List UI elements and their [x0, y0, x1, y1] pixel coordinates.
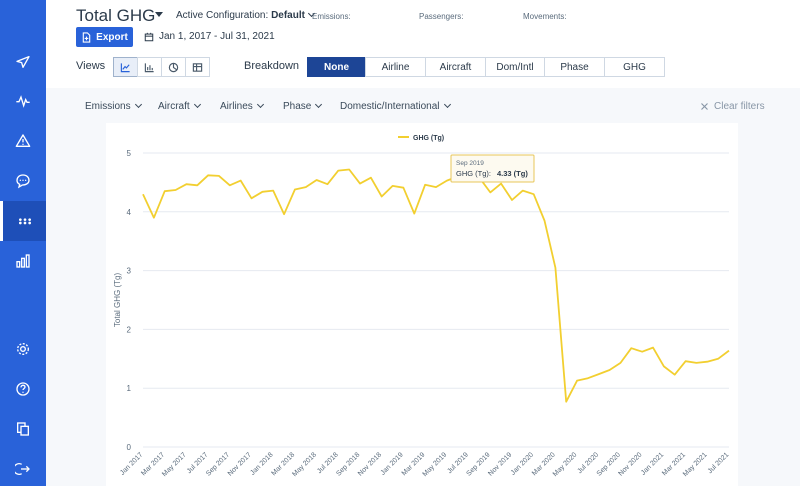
- filter-label: Emissions: [85, 101, 131, 112]
- chevron-down-icon: [315, 100, 323, 109]
- y-tick-label: 3: [127, 267, 132, 276]
- table-icon: [192, 62, 203, 72]
- date-range-picker[interactable]: Jan 1, 2017 - Jul 31, 2021: [144, 31, 275, 42]
- view-pie-button[interactable]: [161, 57, 186, 77]
- copy-icon: [17, 422, 29, 436]
- view-table-button[interactable]: [185, 57, 210, 77]
- filter-airlines[interactable]: Airlines: [220, 100, 264, 112]
- tooltip-label: GHG (Tg):: [456, 169, 491, 178]
- chevron-down-icon: [443, 100, 451, 109]
- y-axis-label: Total GHG (Tg): [113, 273, 122, 328]
- filter-label: Domestic/International: [340, 101, 440, 112]
- help-icon: [16, 382, 30, 396]
- x-tick-label: Jul 2021: [707, 451, 731, 475]
- tooltip-value: 4.33 (Tg): [497, 169, 528, 178]
- x-tick-label: May 2021: [682, 451, 709, 478]
- filter-label: Phase: [283, 101, 312, 112]
- sidebar-item-messages[interactable]: [0, 161, 46, 201]
- sidebar-item-help[interactable]: [0, 369, 46, 409]
- sidebar-item-flights[interactable]: [0, 42, 46, 82]
- export-icon: [82, 31, 91, 43]
- plane-icon: [16, 56, 30, 68]
- x-tick-label: May 2019: [422, 451, 449, 478]
- activity-icon: [16, 95, 30, 108]
- settings-icon: [17, 343, 29, 355]
- y-tick-label: 4: [127, 208, 132, 217]
- chat-icon: [16, 174, 30, 189]
- header: Total GHG Active Configuration: Default …: [46, 0, 800, 88]
- logout-icon: [15, 463, 30, 475]
- bar-chart-icon: [16, 254, 30, 268]
- legend-label: GHG (Tg): [413, 135, 444, 142]
- tooltip-box: [450, 154, 535, 183]
- filter-label: Airlines: [220, 101, 253, 112]
- view-line-button[interactable]: [113, 57, 138, 77]
- x-tick-label: May 2020: [552, 451, 579, 478]
- breakdown-airline-button[interactable]: Airline: [365, 57, 426, 77]
- x-tick-label: Nov 2020: [617, 451, 643, 477]
- breakdown-aircraft-button[interactable]: Aircraft: [425, 57, 486, 77]
- tooltip-date: Sep 2019: [456, 160, 484, 167]
- view-bar-button[interactable]: [137, 57, 162, 77]
- sidebar-item-settings[interactable]: [0, 329, 46, 369]
- config-label: Active Configuration:: [176, 10, 269, 21]
- calendar-icon: [144, 32, 154, 41]
- y-tick-label: 0: [127, 443, 132, 452]
- sidebar-item-logout[interactable]: [0, 449, 46, 486]
- line-chart-icon: [120, 62, 130, 72]
- active-configuration[interactable]: Active Configuration: Default: [176, 9, 316, 21]
- movements-label: Movements:: [523, 12, 567, 21]
- y-tick-label: 2: [127, 325, 132, 334]
- breakdown-domintl-button[interactable]: Dom/Intl: [485, 57, 545, 77]
- breakdown-toggle-group: None Airline Aircraft Dom/Intl Phase GHG: [307, 57, 665, 77]
- clear-filters-label: Clear filters: [714, 101, 765, 112]
- page-title: Total GHG: [76, 6, 156, 25]
- sidebar-item-dashboard[interactable]: [0, 201, 46, 241]
- pie-chart-icon: [168, 62, 179, 72]
- filter-domestic-international[interactable]: Domestic/International: [340, 100, 451, 112]
- filter-aircraft[interactable]: Aircraft: [158, 100, 201, 112]
- filter-phase[interactable]: Phase: [283, 100, 323, 112]
- x-tick-label: Nov 2019: [487, 451, 513, 477]
- alert-icon: [15, 134, 31, 147]
- x-tick-label: May 2017: [161, 451, 188, 478]
- sidebar-item-alerts[interactable]: [0, 121, 46, 161]
- views-label: Views: [76, 60, 106, 72]
- emissions-label: Emissions:: [312, 12, 351, 21]
- x-tick-label: Nov 2017: [227, 451, 253, 477]
- export-button[interactable]: Export: [76, 27, 133, 47]
- filter-emissions[interactable]: Emissions: [85, 100, 142, 112]
- clear-filters-button[interactable]: Clear filters: [700, 101, 765, 112]
- breakdown-ghg-button[interactable]: GHG: [604, 57, 665, 77]
- close-icon: [701, 103, 708, 110]
- breakdown-label: Breakdown: [244, 60, 300, 72]
- sidebar-item-activity[interactable]: [0, 81, 46, 121]
- breakdown-phase-button[interactable]: Phase: [544, 57, 605, 77]
- date-range-text: Jan 1, 2017 - Jul 31, 2021: [159, 31, 275, 42]
- config-value: Default: [271, 10, 305, 21]
- chevron-down-icon: [134, 100, 142, 109]
- bar-chart-icon: [144, 62, 154, 72]
- y-tick-label: 5: [127, 149, 132, 158]
- x-tick-label: May 2018: [291, 451, 318, 478]
- breakdown-none-button[interactable]: None: [307, 57, 366, 77]
- filter-label: Aircraft: [158, 101, 190, 112]
- sidebar-item-documents[interactable]: [0, 409, 46, 449]
- dots-icon: [18, 218, 31, 225]
- view-toggle-group: [113, 57, 210, 77]
- passengers-label: Passengers:: [419, 12, 464, 21]
- y-tick-label: 1: [127, 384, 132, 393]
- chart-panel: 0 1 2 3 4 5 Total GHG (Tg) Jan 2017 Mar 2017 May …: [106, 123, 738, 486]
- sidebar-item-reports[interactable]: [0, 241, 46, 281]
- chevron-down-icon: [193, 100, 201, 109]
- title-dropdown-caret-icon[interactable]: [155, 12, 163, 17]
- filter-bar: Emissions Aircraft Airlines Phase Domest…: [46, 97, 800, 117]
- export-label: Export: [96, 31, 128, 43]
- x-tick-label: Nov 2018: [357, 451, 383, 477]
- series-line-ghg: [142, 168, 730, 403]
- chevron-down-icon: [256, 100, 264, 109]
- sidebar: [0, 0, 46, 486]
